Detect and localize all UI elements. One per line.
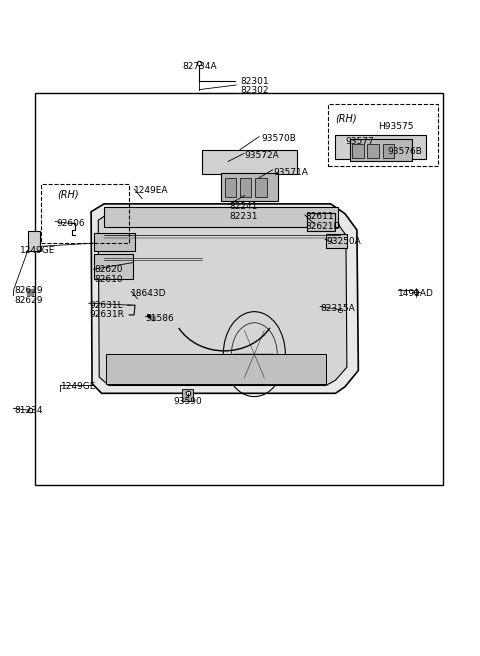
Bar	[182, 390, 193, 401]
Text: 82231: 82231	[229, 212, 258, 221]
Text: 81234: 81234	[15, 406, 43, 415]
Bar	[35, 93, 443, 485]
Polygon shape	[91, 204, 359, 394]
Polygon shape	[98, 212, 347, 386]
Text: 82619: 82619	[15, 286, 43, 295]
Text: 51586: 51586	[145, 314, 174, 323]
Text: 93571A: 93571A	[274, 168, 308, 177]
Text: 93572A: 93572A	[245, 151, 279, 160]
Text: 93590: 93590	[173, 397, 202, 405]
Bar	[240, 178, 252, 197]
Text: 1491AD: 1491AD	[398, 289, 434, 298]
Text: 92606: 92606	[56, 219, 85, 228]
Text: 82620: 82620	[95, 265, 123, 274]
Text: 18643D: 18643D	[131, 289, 167, 298]
Text: 93576B: 93576B	[387, 147, 422, 156]
Text: 1249GE: 1249GE	[20, 247, 55, 255]
Text: 93577: 93577	[345, 137, 374, 146]
Text: 82734A: 82734A	[182, 62, 217, 72]
Bar	[326, 234, 348, 249]
Bar	[104, 207, 338, 227]
Text: H93575: H93575	[378, 122, 414, 131]
Text: 82315A: 82315A	[320, 304, 355, 313]
Text: 92631R: 92631R	[90, 310, 124, 319]
Text: 82241: 82241	[229, 202, 258, 211]
Bar	[202, 150, 297, 174]
Bar	[367, 144, 379, 158]
Bar	[255, 178, 267, 197]
Text: 82610: 82610	[95, 274, 123, 283]
Bar	[107, 354, 326, 384]
Text: (RH): (RH)	[336, 114, 357, 124]
Bar	[383, 144, 394, 158]
Bar	[336, 134, 426, 159]
Text: 1249GE: 1249GE	[61, 382, 96, 391]
Bar	[95, 254, 132, 279]
Text: 82611: 82611	[306, 213, 335, 222]
Text: 82302: 82302	[240, 87, 268, 95]
Bar	[95, 233, 135, 251]
Text: 93570B: 93570B	[262, 134, 296, 143]
Bar	[352, 144, 364, 158]
Text: 82621D: 82621D	[306, 222, 341, 232]
Text: 82301: 82301	[240, 77, 269, 85]
Text: (RH): (RH)	[57, 189, 79, 199]
Text: 92631L: 92631L	[90, 300, 123, 310]
Bar	[221, 173, 278, 201]
Text: 82629: 82629	[15, 296, 43, 305]
Text: 93250A: 93250A	[326, 237, 360, 245]
Bar	[225, 178, 236, 197]
Bar	[307, 213, 336, 232]
Bar	[28, 232, 39, 251]
Text: 1249EA: 1249EA	[134, 186, 168, 195]
Bar	[350, 138, 412, 161]
